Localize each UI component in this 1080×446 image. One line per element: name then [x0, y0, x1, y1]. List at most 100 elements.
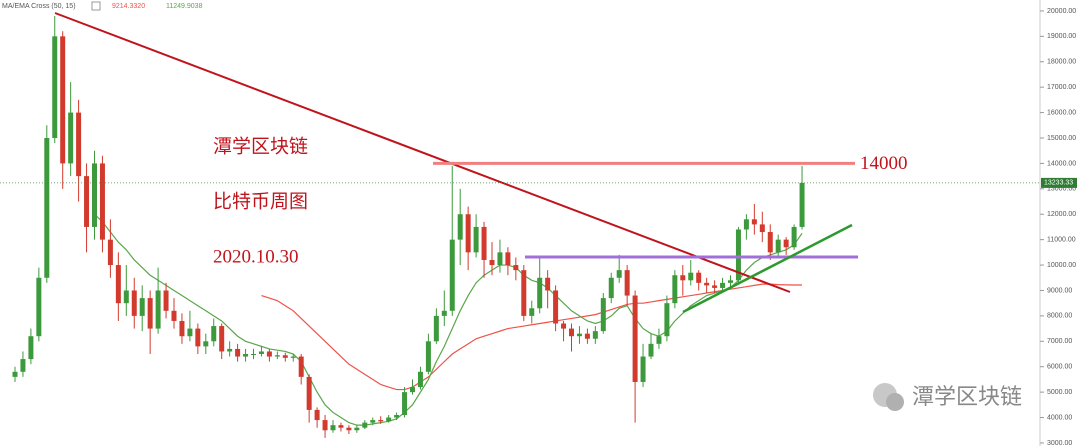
legend-value: 9214.3320 — [112, 3, 145, 10]
candle-body — [553, 290, 559, 324]
candle-body — [664, 303, 670, 337]
wechat-icon — [886, 393, 904, 411]
indicator-label: MA/EMA Cross (50, 15) — [2, 3, 76, 10]
plot — [12, 16, 805, 438]
candle-body — [592, 331, 598, 339]
annotation: 2020.10.30 — [213, 246, 299, 267]
y-tick-label: 11000.00 — [1047, 236, 1076, 243]
candle-body — [12, 371, 18, 377]
candle-body — [640, 356, 646, 382]
candle-body — [680, 275, 686, 281]
candle-body — [521, 270, 527, 316]
y-tick-label: 18000.00 — [1047, 59, 1076, 66]
candle-body — [497, 252, 503, 266]
y-tick-label: 20000.00 — [1047, 8, 1076, 15]
candle-body — [505, 252, 511, 266]
trend-line-down — [54, 12, 791, 293]
y-tick-label: 19000.00 — [1047, 33, 1076, 40]
candle-body — [648, 343, 654, 357]
annotation: 比特币周图 — [213, 190, 308, 212]
candle-body — [147, 298, 153, 329]
candle-body — [60, 36, 66, 164]
candle-body — [704, 282, 710, 286]
candle-body — [330, 425, 336, 431]
candle-body — [489, 259, 495, 266]
candle-body — [767, 232, 773, 253]
candle-body — [608, 277, 614, 299]
candle-body — [712, 285, 718, 288]
candle-body — [362, 422, 368, 428]
watermark: 潭学区块链 — [912, 385, 1022, 410]
ma-line — [261, 283, 803, 391]
candle-body — [282, 355, 288, 358]
candle-body — [743, 219, 749, 230]
candle-body — [84, 176, 90, 227]
candle-body — [735, 229, 741, 281]
candle-body — [465, 214, 471, 253]
candle-body — [425, 341, 431, 372]
last-price-box — [1041, 177, 1077, 188]
candle-body — [155, 290, 161, 329]
candle-body — [783, 239, 789, 248]
candle-body — [529, 308, 535, 316]
candle-body — [354, 427, 360, 431]
candle-body — [370, 420, 376, 423]
candle-body — [163, 290, 169, 311]
candle-body — [68, 112, 74, 164]
candle-body — [759, 224, 765, 233]
candle-body — [584, 333, 590, 339]
eye-icon[interactable] — [91, 1, 101, 11]
candle-body — [417, 371, 423, 388]
candle-body — [139, 298, 145, 316]
candle-body — [52, 36, 58, 138]
candle-body — [386, 417, 392, 422]
candle-body — [410, 387, 415, 393]
candle-body — [123, 290, 129, 304]
candle-body — [775, 239, 781, 253]
candle-body — [441, 310, 447, 316]
candle-body — [751, 219, 757, 225]
candle-body — [131, 290, 137, 316]
candle-body — [203, 341, 209, 347]
candle-body — [656, 336, 662, 344]
candle-body — [473, 226, 479, 253]
candle-body — [219, 326, 225, 352]
candle-body — [402, 392, 408, 415]
y-tick-label: 5000.00 — [1047, 389, 1072, 396]
y-tick-label: 12000.00 — [1047, 211, 1076, 218]
candle-body — [187, 328, 193, 337]
candle-body — [107, 239, 113, 266]
last-price-label: 13233.33 — [1044, 180, 1073, 187]
candle-body — [195, 328, 201, 347]
candle-body — [616, 270, 622, 278]
y-tick-label: 17000.00 — [1047, 84, 1076, 91]
candle-body — [433, 315, 439, 342]
candle-body — [696, 272, 702, 283]
candle-body — [235, 348, 241, 357]
y-tick-label: 6000.00 — [1047, 364, 1072, 371]
candle-body — [115, 265, 121, 304]
legend-value: 11249.9038 — [166, 3, 203, 10]
candle-body — [600, 298, 606, 332]
candle-body — [378, 420, 384, 422]
candle-body — [791, 226, 797, 248]
candle-body — [243, 354, 249, 357]
candle-body — [44, 137, 50, 278]
candle-body — [251, 354, 256, 356]
candle-body — [314, 409, 320, 421]
candle-body — [799, 182, 805, 227]
y-tick-label: 16000.00 — [1047, 109, 1076, 116]
trend-line-up — [682, 223, 853, 314]
candle-body — [99, 163, 105, 240]
y-tick-label: 3000.00 — [1047, 440, 1072, 446]
y-tick-label: 13000.00 — [1047, 186, 1076, 193]
candle-body — [688, 272, 694, 281]
candle-body — [28, 336, 34, 360]
candle-body — [92, 163, 97, 227]
candle-body — [76, 112, 82, 177]
candle-body — [569, 328, 574, 337]
candle-body — [481, 226, 487, 260]
candle-body — [728, 280, 733, 283]
candle-body — [36, 277, 42, 337]
